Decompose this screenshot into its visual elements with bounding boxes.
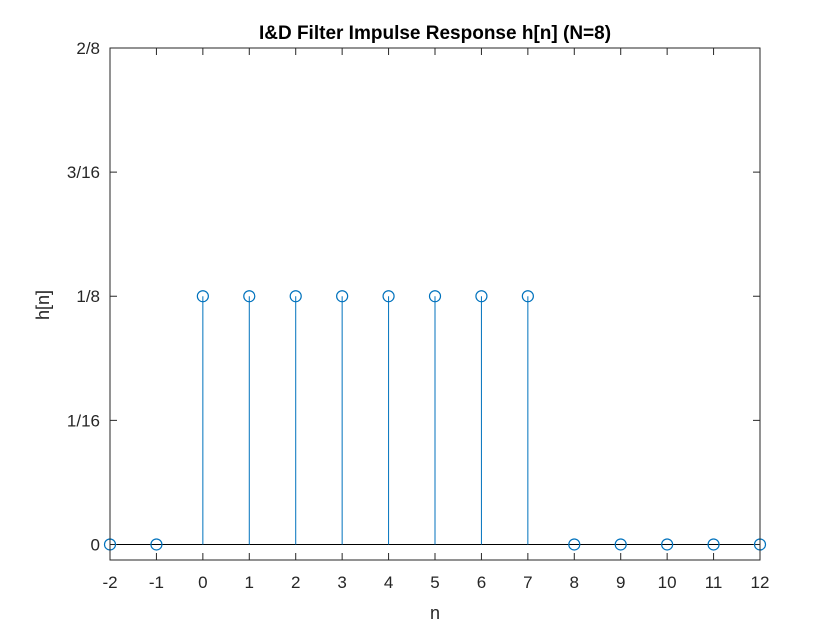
chart-title: I&D Filter Impulse Response h[n] (N=8): [259, 23, 611, 44]
stem-marker: [243, 290, 256, 303]
x-tick-label: -2: [102, 573, 117, 592]
stem-marker: [614, 538, 627, 551]
x-tick-label: 8: [570, 573, 579, 592]
stem-marker: [382, 290, 395, 303]
y-tick-label: 1/8: [76, 287, 100, 306]
stem-marker: [568, 538, 581, 551]
stem-marker: [150, 538, 163, 551]
stem-marker: [475, 290, 488, 303]
y-tick-label: 1/16: [67, 411, 100, 430]
x-tick-label: 4: [384, 573, 393, 592]
x-tick-label: 11: [705, 573, 723, 592]
stem-marker: [336, 290, 349, 303]
stem-marker: [428, 290, 442, 303]
x-tick-label: 1: [245, 573, 254, 592]
stem-marker: [521, 290, 534, 303]
x-tick-label: 3: [337, 573, 346, 592]
plot-box: [109, 47, 761, 561]
stem-marker: [661, 538, 674, 551]
x-tick-label: 2: [291, 573, 300, 592]
x-tick-label: 5: [430, 573, 439, 592]
x-axis-label: n: [430, 603, 440, 623]
x-tick-label: 0: [198, 573, 207, 592]
x-tick-label: -1: [149, 573, 164, 592]
y-tick-label: 3/16: [67, 163, 100, 182]
x-tick-label: 9: [616, 573, 625, 592]
y-tick-label: 0: [91, 535, 100, 554]
x-tick-label: 10: [658, 573, 677, 592]
x-tick-label: 7: [523, 573, 532, 592]
stem-marker: [707, 538, 720, 551]
stem-marker: [289, 290, 302, 303]
y-tick-label: 2/8: [76, 39, 100, 58]
y-axis-label: h[n]: [33, 290, 53, 320]
stem-marker: [196, 290, 209, 303]
x-tick-label: 12: [751, 573, 770, 592]
x-tick-label: 6: [477, 573, 486, 592]
